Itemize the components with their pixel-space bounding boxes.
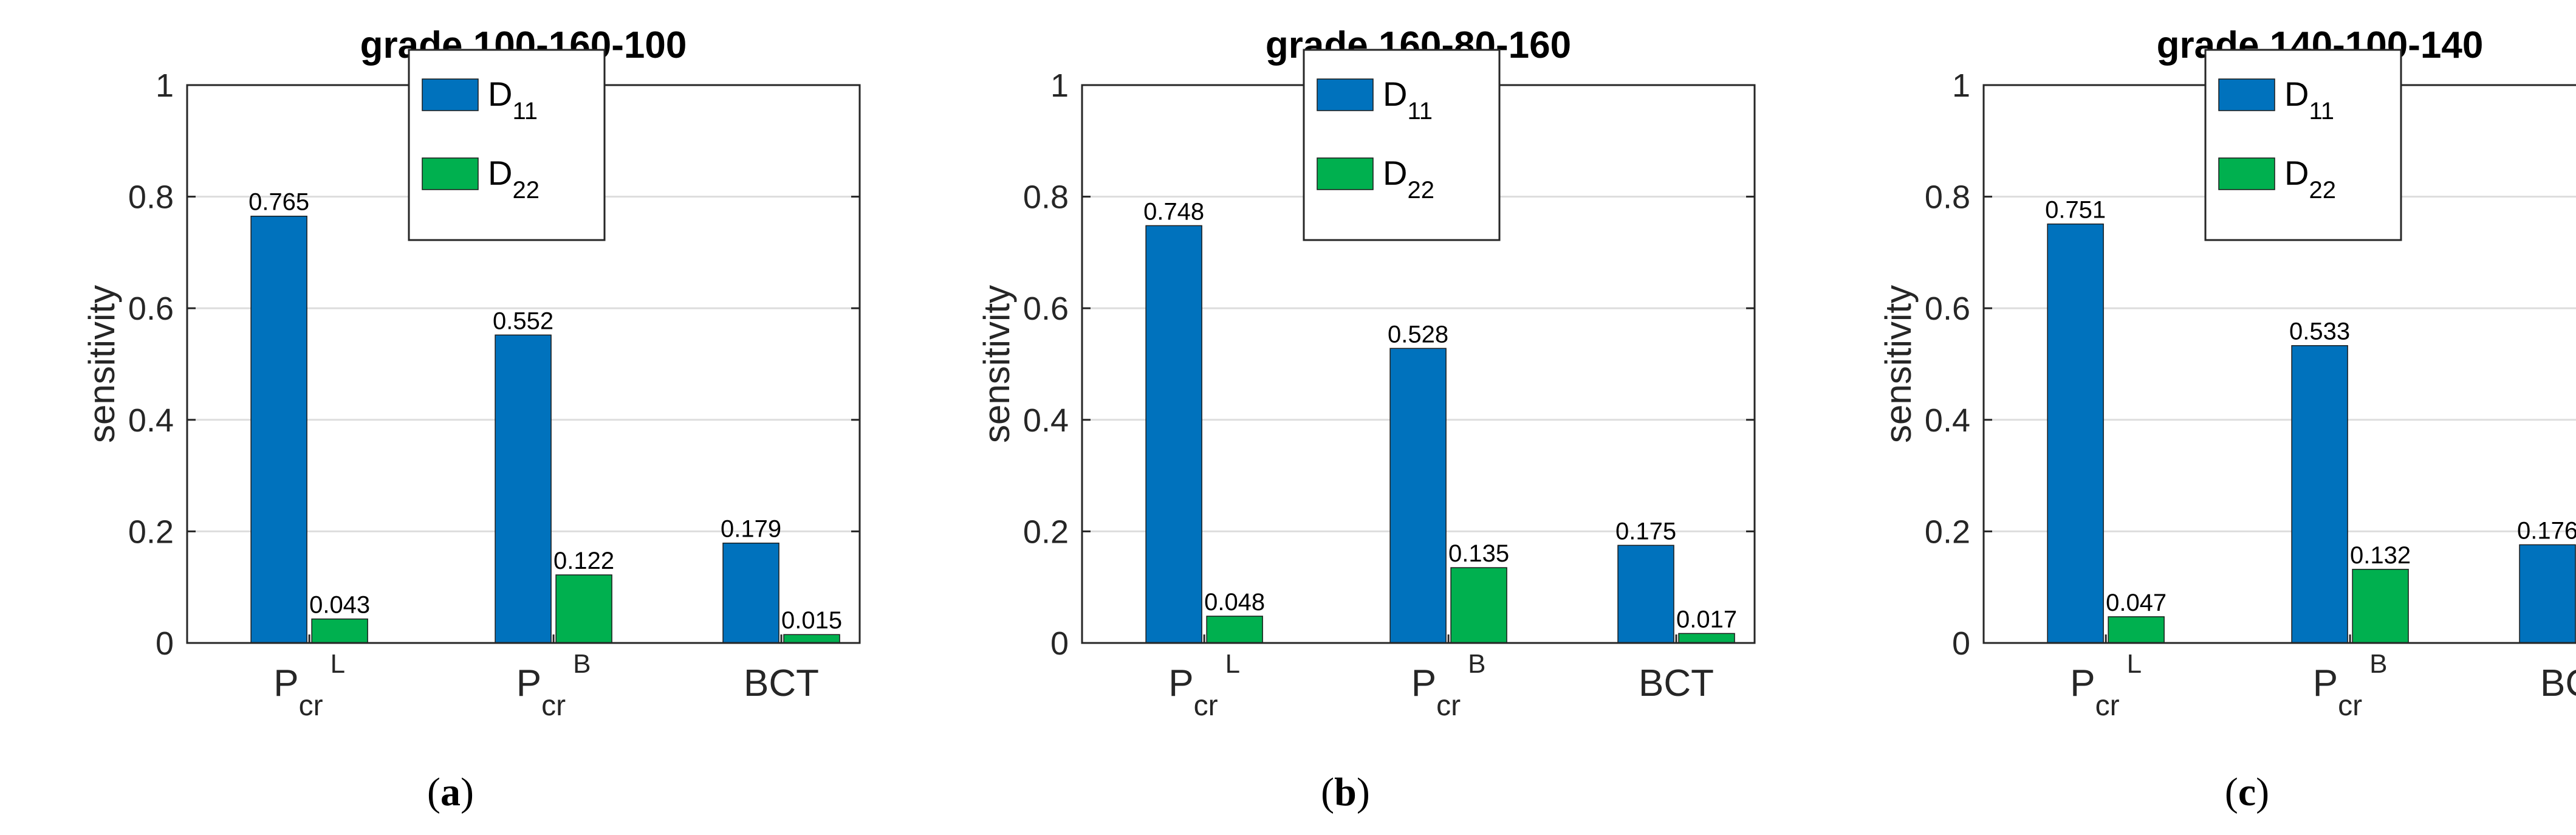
x-tick-label: PcrL <box>273 649 345 722</box>
data-label: 0.015 <box>781 607 842 634</box>
bar-D22-1 <box>1450 567 1507 644</box>
legend-label-D11: D11 <box>2284 75 2334 125</box>
legend-swatch-D11 <box>2218 78 2275 111</box>
data-label: 0.528 <box>1388 321 1448 348</box>
data-label: 0.135 <box>1448 540 1509 567</box>
y-axis-label: sensitivity <box>976 285 1017 443</box>
data-label: 0.122 <box>553 548 614 574</box>
y-tick-label: 1 <box>156 67 174 104</box>
legend-swatch-D11 <box>422 78 479 111</box>
y-tick-label: 0.6 <box>1023 290 1069 327</box>
data-label: 0.751 <box>2045 197 2106 224</box>
legend-label-D11: D11 <box>1383 75 1433 125</box>
data-label: 0.176 <box>2517 517 2576 544</box>
data-label: 0.533 <box>2289 318 2350 345</box>
bar-D11-2 <box>1617 545 1674 644</box>
data-label: 0.765 <box>248 189 309 216</box>
legend-swatch-D22 <box>2218 157 2275 190</box>
data-label: 0.175 <box>1615 518 1676 545</box>
y-tick-label: 0 <box>1050 625 1069 662</box>
bar-D11-2 <box>2519 544 2576 644</box>
y-tick-label: 0.4 <box>1925 402 1970 439</box>
y-tick-label: 0.2 <box>1023 514 1069 550</box>
legend: D11 D22 <box>408 49 606 241</box>
panel-label: (a) <box>427 770 474 814</box>
data-label: 0.043 <box>309 592 370 619</box>
legend-swatch-D22 <box>422 157 479 190</box>
bar-D22-1 <box>2352 569 2409 644</box>
x-tick-label: BCT <box>744 662 819 704</box>
x-tick-label: PcrB <box>516 649 591 722</box>
legend-swatch-D22 <box>1317 157 1374 190</box>
data-label: 0.552 <box>493 308 553 334</box>
data-label: 0.048 <box>1204 589 1265 616</box>
bar-D22-0 <box>311 618 368 644</box>
x-tick-label: BCT <box>2540 662 2576 704</box>
y-tick-label: 0.8 <box>1023 179 1069 216</box>
y-tick-label: 0.2 <box>1925 514 1970 550</box>
bar-D11-0 <box>250 215 307 644</box>
y-tick-label: 0.4 <box>1023 402 1069 439</box>
y-tick-label: 0.6 <box>128 290 174 327</box>
y-axis-label: sensitivity <box>1878 285 1919 443</box>
bar-D22-0 <box>2108 616 2165 644</box>
legend: D11 D22 <box>2204 49 2402 241</box>
bar-D22-1 <box>555 574 612 644</box>
y-axis-label: sensitivity <box>81 285 122 443</box>
bar-D11-2 <box>722 542 779 644</box>
data-label: 0.047 <box>2106 589 2167 616</box>
x-tick-label: PcrL <box>2070 649 2142 722</box>
y-tick-label: 1 <box>1952 67 1970 104</box>
data-label: 0.179 <box>721 516 781 543</box>
x-tick-label: BCT <box>1639 662 1714 704</box>
bar-D11-0 <box>2047 223 2104 644</box>
x-tick-label: PcrB <box>1411 649 1486 722</box>
legend-label-D22: D22 <box>1383 154 1434 204</box>
legend-label-D11: D11 <box>488 75 538 125</box>
bar-D22-2 <box>1678 633 1735 644</box>
bar-D11-0 <box>1145 225 1202 644</box>
y-tick-label: 0.8 <box>128 179 174 216</box>
y-tick-label: 0.2 <box>128 514 174 550</box>
bar-D22-2 <box>783 634 840 644</box>
y-tick-label: 0 <box>156 625 174 662</box>
y-tick-label: 0.8 <box>1925 179 1970 216</box>
y-tick-label: 0.6 <box>1925 290 1970 327</box>
panel-label: (b) <box>1321 770 1370 814</box>
bar-D11-1 <box>2291 345 2348 644</box>
x-tick-label: PcrL <box>1168 649 1240 722</box>
panel-label: (c) <box>2225 770 2269 814</box>
y-tick-label: 0 <box>1952 625 1970 662</box>
bar-D22-0 <box>1206 616 1263 644</box>
legend-label-D22: D22 <box>2284 154 2336 204</box>
x-tick-label: PcrB <box>2313 649 2388 722</box>
y-tick-label: 0.4 <box>128 402 174 439</box>
data-label: 0.748 <box>1143 198 1204 225</box>
data-label: 0.132 <box>2350 542 2411 569</box>
legend-swatch-D11 <box>1317 78 1374 111</box>
legend-label-D22: D22 <box>488 154 540 204</box>
bar-D11-1 <box>1389 348 1447 644</box>
bar-D11-1 <box>495 334 552 644</box>
data-label: 0.017 <box>1676 606 1737 633</box>
y-tick-label: 1 <box>1050 67 1069 104</box>
legend: D11 D22 <box>1303 49 1501 241</box>
